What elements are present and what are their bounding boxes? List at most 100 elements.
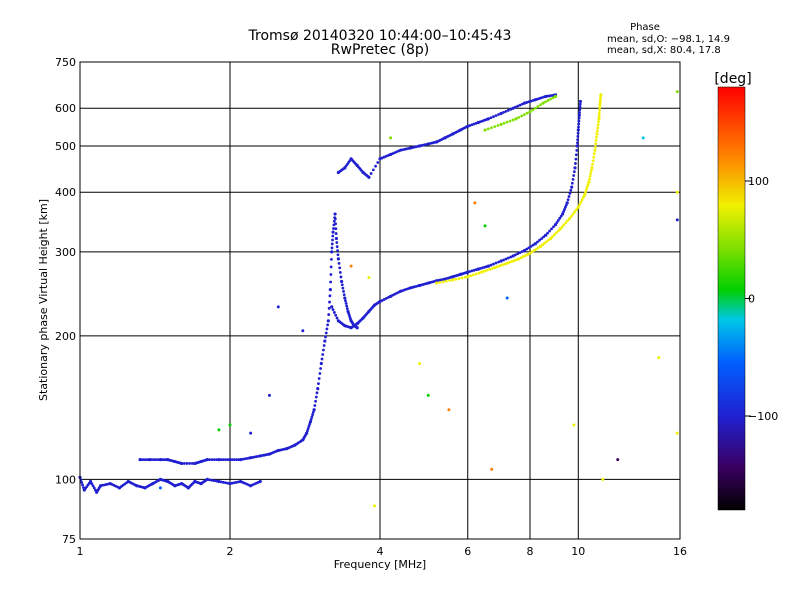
trace-point — [90, 482, 94, 486]
trace-point — [332, 227, 335, 230]
trace-point — [552, 225, 555, 229]
x-tick-label: 8 — [527, 545, 534, 558]
trace-point — [494, 261, 498, 265]
trace-point — [529, 99, 533, 103]
trace-point — [515, 258, 518, 262]
trace-point — [573, 166, 577, 170]
trace-point — [553, 94, 558, 99]
trace-point — [463, 275, 467, 279]
trace-point — [228, 458, 232, 462]
trace-point — [541, 101, 545, 105]
trace-point — [335, 241, 339, 244]
trace-point — [335, 245, 339, 249]
trace-point — [563, 205, 567, 209]
trace-point — [224, 458, 227, 462]
trace-point — [508, 260, 511, 264]
scatter-point — [349, 264, 353, 268]
trace-point — [514, 253, 517, 257]
trace-point — [533, 242, 537, 246]
trace-point — [505, 120, 509, 124]
trace-point — [525, 111, 529, 115]
trace-point — [576, 131, 580, 135]
trace-point — [597, 111, 601, 115]
y-tick-label: 500 — [55, 140, 76, 153]
y-axis-label: Stationary phase Virtual Height [km] — [37, 199, 50, 401]
trace-point — [508, 119, 512, 123]
trace-point — [556, 229, 560, 233]
trace-point — [489, 116, 493, 120]
trace-point — [516, 252, 520, 256]
scatter-point — [473, 201, 477, 205]
trace-point — [553, 223, 558, 227]
trace-point — [594, 142, 598, 146]
trace-point — [182, 462, 186, 465]
trace-point — [595, 132, 599, 136]
trace-point — [306, 427, 310, 431]
trace-point — [592, 155, 596, 159]
trace-point — [534, 247, 538, 251]
trace-point — [332, 311, 336, 314]
trace-point — [319, 367, 323, 370]
trace-point — [592, 152, 596, 156]
trace-point — [555, 221, 559, 224]
trace-point — [338, 271, 342, 274]
trace-point — [217, 458, 221, 462]
x-tick-label: 4 — [377, 545, 384, 558]
trace-point — [336, 257, 340, 261]
trace-point — [563, 208, 566, 211]
trace-point — [502, 258, 505, 262]
trace-point — [568, 192, 572, 195]
trace-point — [531, 108, 535, 112]
trace-point — [180, 461, 184, 466]
trace-point — [336, 249, 339, 253]
trace-point — [558, 216, 562, 220]
trace-point — [497, 260, 500, 264]
trace-point — [327, 313, 331, 316]
trace-point — [562, 210, 565, 214]
scatter-point — [657, 356, 661, 360]
trace-point — [578, 203, 581, 207]
trace-point — [331, 308, 335, 312]
trace-point — [327, 306, 331, 310]
trace-point — [472, 122, 476, 126]
trace-point — [544, 233, 548, 237]
trace-point — [156, 458, 160, 462]
trace-point — [335, 316, 339, 320]
trace-point — [482, 269, 486, 273]
trace-point — [511, 106, 515, 110]
trace-point — [577, 113, 581, 117]
y-tick-label: 600 — [55, 102, 76, 115]
trace-point — [554, 231, 558, 235]
trace-point — [589, 172, 593, 175]
trace-point — [505, 261, 509, 265]
trace-point — [332, 219, 336, 223]
scatter-point — [267, 393, 271, 397]
trace-point — [438, 281, 442, 284]
trace-point — [599, 93, 603, 97]
chart-subtitle: RwPretec (8p) — [331, 42, 429, 58]
scatter-point — [675, 90, 679, 94]
trace-point — [324, 331, 328, 335]
scatter-point — [389, 136, 393, 140]
trace-point — [546, 99, 550, 102]
trace-point — [334, 222, 337, 226]
trace-point — [212, 458, 216, 462]
trace-point — [441, 280, 445, 284]
trace-point — [483, 128, 487, 132]
trace-point — [313, 404, 317, 407]
trace-point — [520, 102, 524, 106]
trace-point — [542, 235, 545, 239]
trace-point — [503, 262, 507, 266]
trace-point — [334, 227, 338, 231]
trace-point — [323, 339, 327, 343]
trace-point — [538, 244, 543, 248]
trace-point — [546, 231, 550, 235]
trace-point — [367, 175, 371, 179]
trace-point — [316, 387, 320, 391]
colorbar-tick-label: −100 — [748, 410, 778, 423]
trace-point — [337, 261, 341, 265]
trace-point — [511, 254, 515, 258]
trace-point — [468, 124, 472, 127]
trace-point — [333, 212, 337, 216]
trace-point — [549, 236, 553, 241]
